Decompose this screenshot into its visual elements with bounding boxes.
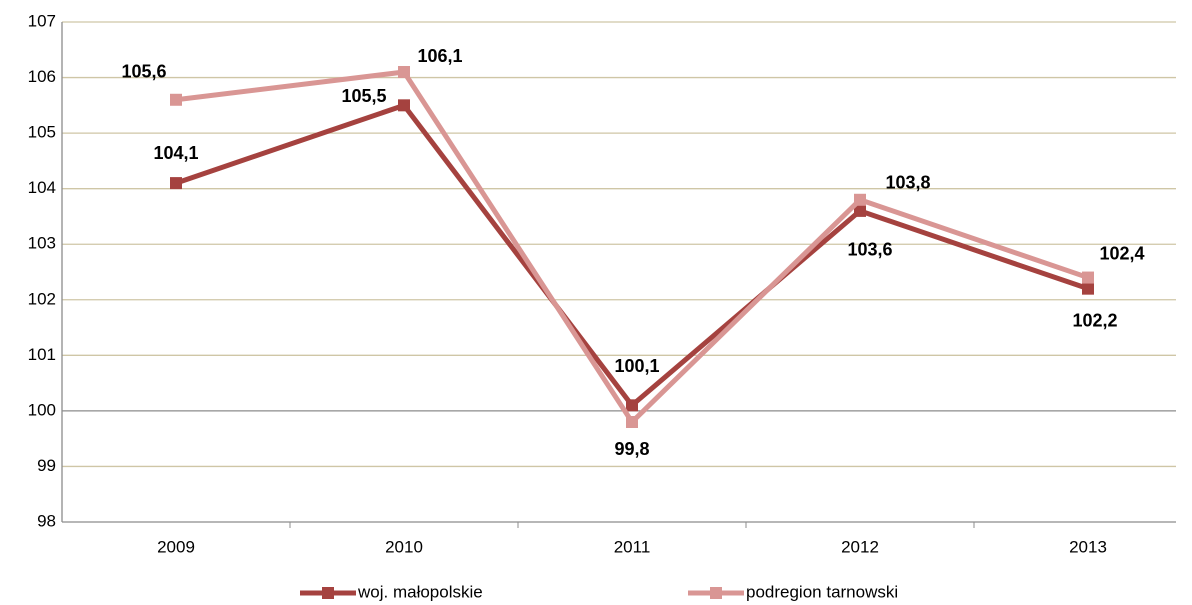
data-label: 106,1 [417, 46, 462, 66]
y-tick-label: 98 [37, 511, 56, 530]
x-tick-label: 2011 [614, 537, 651, 556]
x-tick-label: 2010 [385, 537, 423, 556]
point-marker [1082, 271, 1094, 284]
point-marker [854, 204, 866, 217]
data-label: 103,6 [847, 240, 892, 260]
legend-label: woj. małopolskie [357, 582, 483, 601]
y-tick-label: 99 [37, 456, 56, 475]
y-tick-label: 100 [28, 400, 56, 419]
data-label: 100,1 [614, 356, 659, 376]
data-label: 102,4 [1099, 243, 1144, 263]
data-label: 105,6 [121, 62, 166, 82]
y-tick-label: 105 [28, 123, 56, 142]
x-tick-label: 2009 [157, 537, 195, 556]
y-tick-label: 102 [28, 289, 56, 308]
point-marker [170, 177, 182, 190]
y-tick-label: 106 [28, 67, 56, 86]
data-label: 105,5 [341, 86, 386, 106]
legend-label: podregion tarnowski [746, 582, 898, 601]
point-marker [626, 399, 638, 412]
y-tick-label: 107 [28, 11, 56, 30]
data-label: 102,2 [1072, 310, 1117, 330]
point-marker [854, 193, 866, 206]
y-tick-label: 104 [28, 178, 56, 197]
y-tick-label: 103 [28, 234, 56, 253]
point-marker [170, 93, 182, 106]
x-tick-label: 2013 [1069, 537, 1107, 556]
point-marker [398, 66, 410, 78]
point-marker [626, 416, 638, 428]
data-label: 103,8 [885, 173, 930, 193]
x-tick-label: 2012 [841, 537, 879, 556]
y-tick-label: 101 [28, 345, 56, 364]
legend-marker [322, 587, 334, 599]
point-marker [398, 99, 410, 112]
point-marker [1082, 282, 1094, 295]
data-label: 99,8 [614, 439, 649, 459]
legend-marker [710, 587, 722, 599]
data-label: 104,1 [153, 143, 198, 163]
